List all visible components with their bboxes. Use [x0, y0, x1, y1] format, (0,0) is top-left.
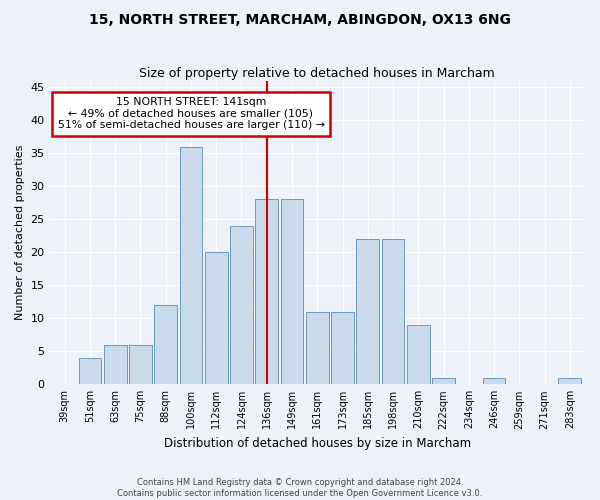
X-axis label: Distribution of detached houses by size in Marcham: Distribution of detached houses by size … [164, 437, 471, 450]
Bar [356, 239, 379, 384]
Bar [483, 378, 505, 384]
Bar [154, 305, 177, 384]
Bar [104, 344, 127, 385]
Title: Size of property relative to detached houses in Marcham: Size of property relative to detached ho… [139, 66, 495, 80]
Bar [432, 378, 455, 384]
Bar [205, 252, 227, 384]
Text: 15 NORTH STREET: 141sqm
← 49% of detached houses are smaller (105)
51% of semi-d: 15 NORTH STREET: 141sqm ← 49% of detache… [58, 97, 325, 130]
Text: Contains HM Land Registry data © Crown copyright and database right 2024.
Contai: Contains HM Land Registry data © Crown c… [118, 478, 482, 498]
Bar [129, 344, 152, 385]
Bar [79, 358, 101, 384]
Bar [281, 200, 304, 384]
Text: 15, NORTH STREET, MARCHAM, ABINGDON, OX13 6NG: 15, NORTH STREET, MARCHAM, ABINGDON, OX1… [89, 12, 511, 26]
Bar [230, 226, 253, 384]
Bar [306, 312, 329, 384]
Bar [407, 325, 430, 384]
Bar [559, 378, 581, 384]
Bar [382, 239, 404, 384]
Bar [331, 312, 354, 384]
Bar [179, 146, 202, 384]
Y-axis label: Number of detached properties: Number of detached properties [15, 145, 25, 320]
Bar [256, 200, 278, 384]
